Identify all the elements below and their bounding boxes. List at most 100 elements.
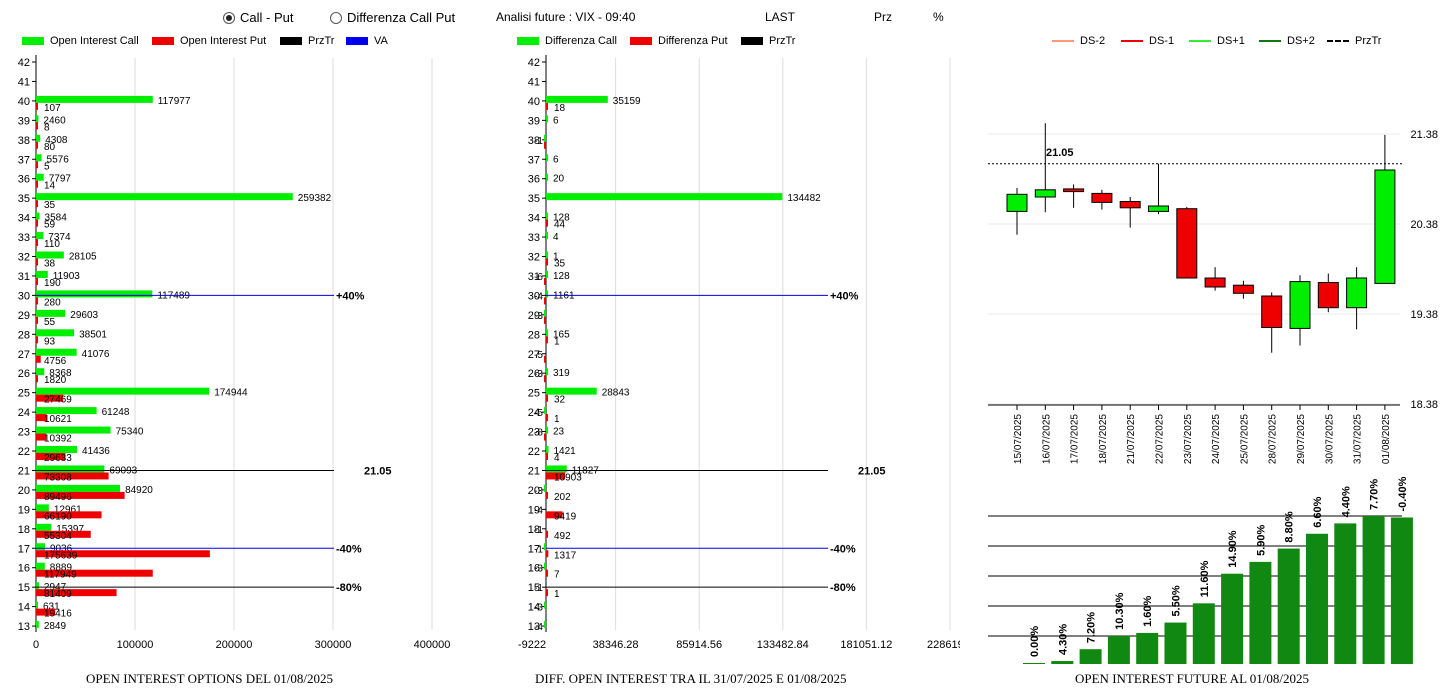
x-tick-label: 400000 xyxy=(414,639,451,651)
strike-label: 28 xyxy=(528,329,540,341)
strike-label: 17 xyxy=(18,543,30,555)
negative-value: -4 xyxy=(534,291,543,302)
put-value: 55 xyxy=(44,317,56,328)
call-bar xyxy=(36,582,39,590)
negative-value: -8 xyxy=(534,428,543,439)
legend-ds-1: DS-1 xyxy=(1121,35,1174,47)
strike-label: 13 xyxy=(18,621,30,633)
reference-label: -80% xyxy=(830,582,856,594)
call-bar xyxy=(546,193,783,201)
call-value: 20 xyxy=(553,174,565,185)
candle-body xyxy=(1006,193,1028,212)
put-value: 1317 xyxy=(554,550,577,561)
legend-label: DS+1 xyxy=(1217,35,1245,47)
put-bar xyxy=(36,316,38,324)
strike-label: 30 xyxy=(528,290,540,302)
strike-label: 15 xyxy=(18,582,30,594)
put-bar xyxy=(546,472,566,480)
put-value: 66190 xyxy=(44,511,72,522)
future-oi-label: 7.20% xyxy=(1086,612,1098,643)
y-tick-label: 20.38 xyxy=(1410,219,1438,231)
put-bar xyxy=(546,511,563,519)
date-label: 16/07/2025 xyxy=(1041,414,1052,464)
call-bar xyxy=(546,95,608,103)
future-oi-label: 5.90% xyxy=(1255,524,1267,555)
strike-label: 17 xyxy=(528,543,540,555)
strike-label: 31 xyxy=(528,271,540,283)
put-bar xyxy=(36,511,102,519)
future-oi-label: 7.70% xyxy=(1369,479,1381,510)
call-value: 319 xyxy=(553,368,570,379)
call-bar xyxy=(546,251,548,259)
radio-selected-icon[interactable] xyxy=(223,11,235,24)
date-label: 28/07/2025 xyxy=(1268,414,1279,464)
call-bar xyxy=(36,193,293,201)
radio-unselected-icon[interactable] xyxy=(330,11,342,24)
legend-swatch xyxy=(22,37,44,45)
call-bar xyxy=(544,562,546,570)
negative-value: -1 xyxy=(534,136,543,147)
future-oi-bar xyxy=(1221,573,1244,664)
put-value: 10621 xyxy=(44,414,72,425)
future-oi-bar xyxy=(1192,603,1215,664)
call-value: 134482 xyxy=(787,193,821,204)
strike-label: 22 xyxy=(528,446,540,458)
put-value: 280 xyxy=(44,297,61,308)
diff-oi-chart: -9222 38346.28 85914.56 133482.84 181051.12 2… xyxy=(518,55,960,651)
call-bar xyxy=(36,115,39,123)
put-value: 35 xyxy=(554,259,566,270)
future-title: Analisi future : VIX - 09:40 xyxy=(496,10,636,24)
call-bar xyxy=(36,329,75,337)
candle-body xyxy=(1289,281,1311,329)
date-label: 22/07/2025 xyxy=(1155,414,1166,464)
radio-differenza[interactable]: Differenza Call Put xyxy=(330,10,455,25)
put-bar xyxy=(544,433,546,441)
call-bar xyxy=(546,387,597,395)
x-tick-label: 200000 xyxy=(216,639,253,651)
call-bar xyxy=(36,251,64,259)
y-tick-label: 18.38 xyxy=(1410,399,1438,411)
put-value: 1 xyxy=(554,414,560,425)
strike-label: 18 xyxy=(528,524,540,536)
put-value: 110 xyxy=(44,239,60,250)
x-tick-label: 228619.4 xyxy=(927,639,960,651)
put-bar xyxy=(36,550,210,558)
put-bar xyxy=(36,277,38,285)
strike-label: 13 xyxy=(528,621,540,633)
negative-value: -3 xyxy=(534,564,543,575)
strike-label: 30 xyxy=(18,290,30,302)
candle-body xyxy=(1119,201,1141,209)
call-value: 61248 xyxy=(102,407,130,418)
legend-label: Differenza Put xyxy=(658,35,728,47)
x-tick-label: 300000 xyxy=(315,639,352,651)
legend-label: DS+2 xyxy=(1287,35,1315,47)
date-label: 29/07/2025 xyxy=(1296,414,1307,464)
legend-diff-prztr: PrzTr xyxy=(741,35,795,47)
future-oi-label: 10.30% xyxy=(1114,592,1126,630)
legend-swatch xyxy=(741,37,763,45)
put-value: 10903 xyxy=(554,472,582,483)
strike-label: 39 xyxy=(18,115,30,127)
x-tick-label: 0 xyxy=(33,639,39,651)
strike-label: 21 xyxy=(528,465,540,477)
put-bar xyxy=(546,219,548,227)
future-oi-label: 4.30% xyxy=(1057,624,1069,655)
future-oi-bar xyxy=(1306,533,1328,664)
call-value: 35159 xyxy=(613,96,641,107)
put-value: 32 xyxy=(554,395,566,406)
call-bar xyxy=(36,601,38,609)
call-bar xyxy=(546,212,548,220)
call-value: 1421 xyxy=(553,446,576,457)
call-value: 23 xyxy=(553,427,565,438)
radio-call-put[interactable]: Call - Put xyxy=(223,10,293,25)
put-bar xyxy=(546,336,548,344)
put-value: 8 xyxy=(44,122,50,133)
put-bar xyxy=(36,394,64,402)
strike-label: 26 xyxy=(528,368,540,380)
legend-swatch xyxy=(152,37,174,45)
date-label: 25/07/2025 xyxy=(1239,414,1250,464)
strike-label: 39 xyxy=(528,115,540,127)
call-bar xyxy=(36,543,45,551)
strike-label: 40 xyxy=(528,96,540,108)
put-bar xyxy=(36,608,56,616)
